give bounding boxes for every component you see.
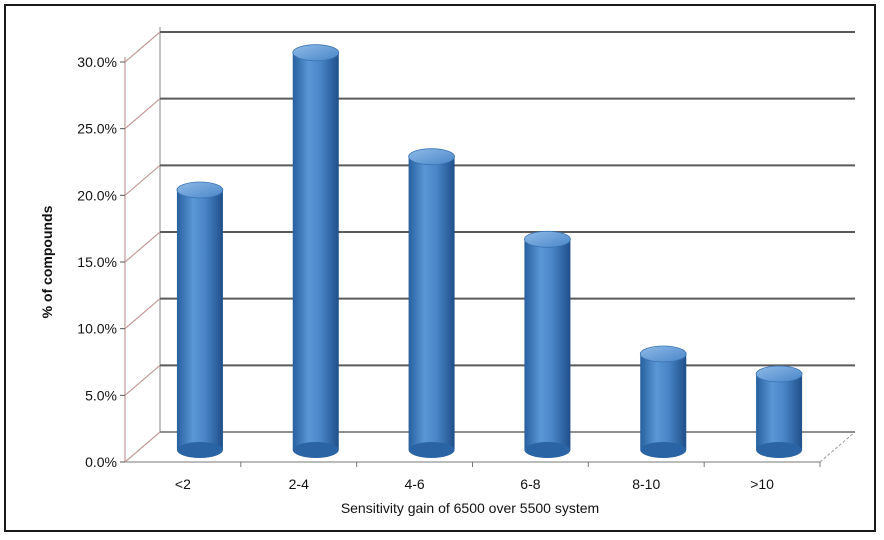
x-tick-label: 8-10 [632, 476, 660, 492]
x-tick-label: 6-8 [520, 476, 540, 492]
wall-gridline [124, 298, 161, 330]
bar-body [176, 190, 223, 450]
y-tick-label: 30.0% [77, 54, 117, 70]
bar-base [756, 442, 803, 458]
bar-base [640, 442, 687, 458]
bar [408, 148, 455, 458]
bar-top [755, 365, 803, 383]
chart-walls [124, 27, 856, 463]
bar-body [756, 374, 803, 450]
wall-gridline [124, 164, 161, 196]
x-axis-title: Sensitivity gain of 6500 over 5500 syste… [341, 500, 599, 516]
y-tick-label: 0.0% [85, 454, 117, 470]
floor-right-edge [819, 431, 856, 463]
bar-top [524, 230, 571, 248]
wall-gridline [124, 98, 161, 130]
wall-gridline [124, 431, 161, 463]
bar-body [292, 52, 339, 451]
bar [292, 44, 340, 458]
y-tick-label: 20.0% [77, 187, 117, 203]
x-tick-label: 2-4 [289, 476, 309, 492]
x-tick-label: <2 [175, 476, 191, 492]
bar [755, 365, 803, 458]
wall-gridline [124, 31, 161, 63]
bar-body [524, 239, 571, 450]
bar-top [292, 44, 340, 62]
y-axis-title: % of compounds [39, 205, 55, 318]
y-tick-label: 10.0% [77, 321, 117, 337]
wall-gridline [124, 364, 161, 396]
bars [176, 44, 803, 458]
bar-top [176, 181, 224, 199]
gridlines [120, 31, 855, 463]
wall-gridline [124, 231, 161, 263]
y-tick-label: 5.0% [85, 387, 117, 403]
bar-top [408, 148, 455, 166]
bar-body [640, 354, 687, 450]
y-tick-label: 25.0% [77, 121, 117, 137]
bar-base [524, 442, 571, 458]
bar-top [639, 345, 687, 363]
bar [524, 230, 571, 458]
bar [176, 181, 224, 458]
x-tick-label: >10 [750, 476, 774, 492]
x-tick-labels: <2 2-4 4-6 6-8 8-10 >10 [175, 462, 821, 492]
x-tick-label: 4-6 [404, 476, 424, 492]
y-tick-label: 15.0% [77, 254, 117, 270]
bar-base [292, 442, 339, 458]
bar-base [176, 442, 223, 458]
y-tick-labels: 0.0% 5.0% 10.0% 15.0% 20.0% 25.0% 30.0% [77, 54, 117, 470]
bar-body [408, 156, 455, 450]
bar-base [408, 442, 455, 458]
bar [639, 345, 687, 458]
